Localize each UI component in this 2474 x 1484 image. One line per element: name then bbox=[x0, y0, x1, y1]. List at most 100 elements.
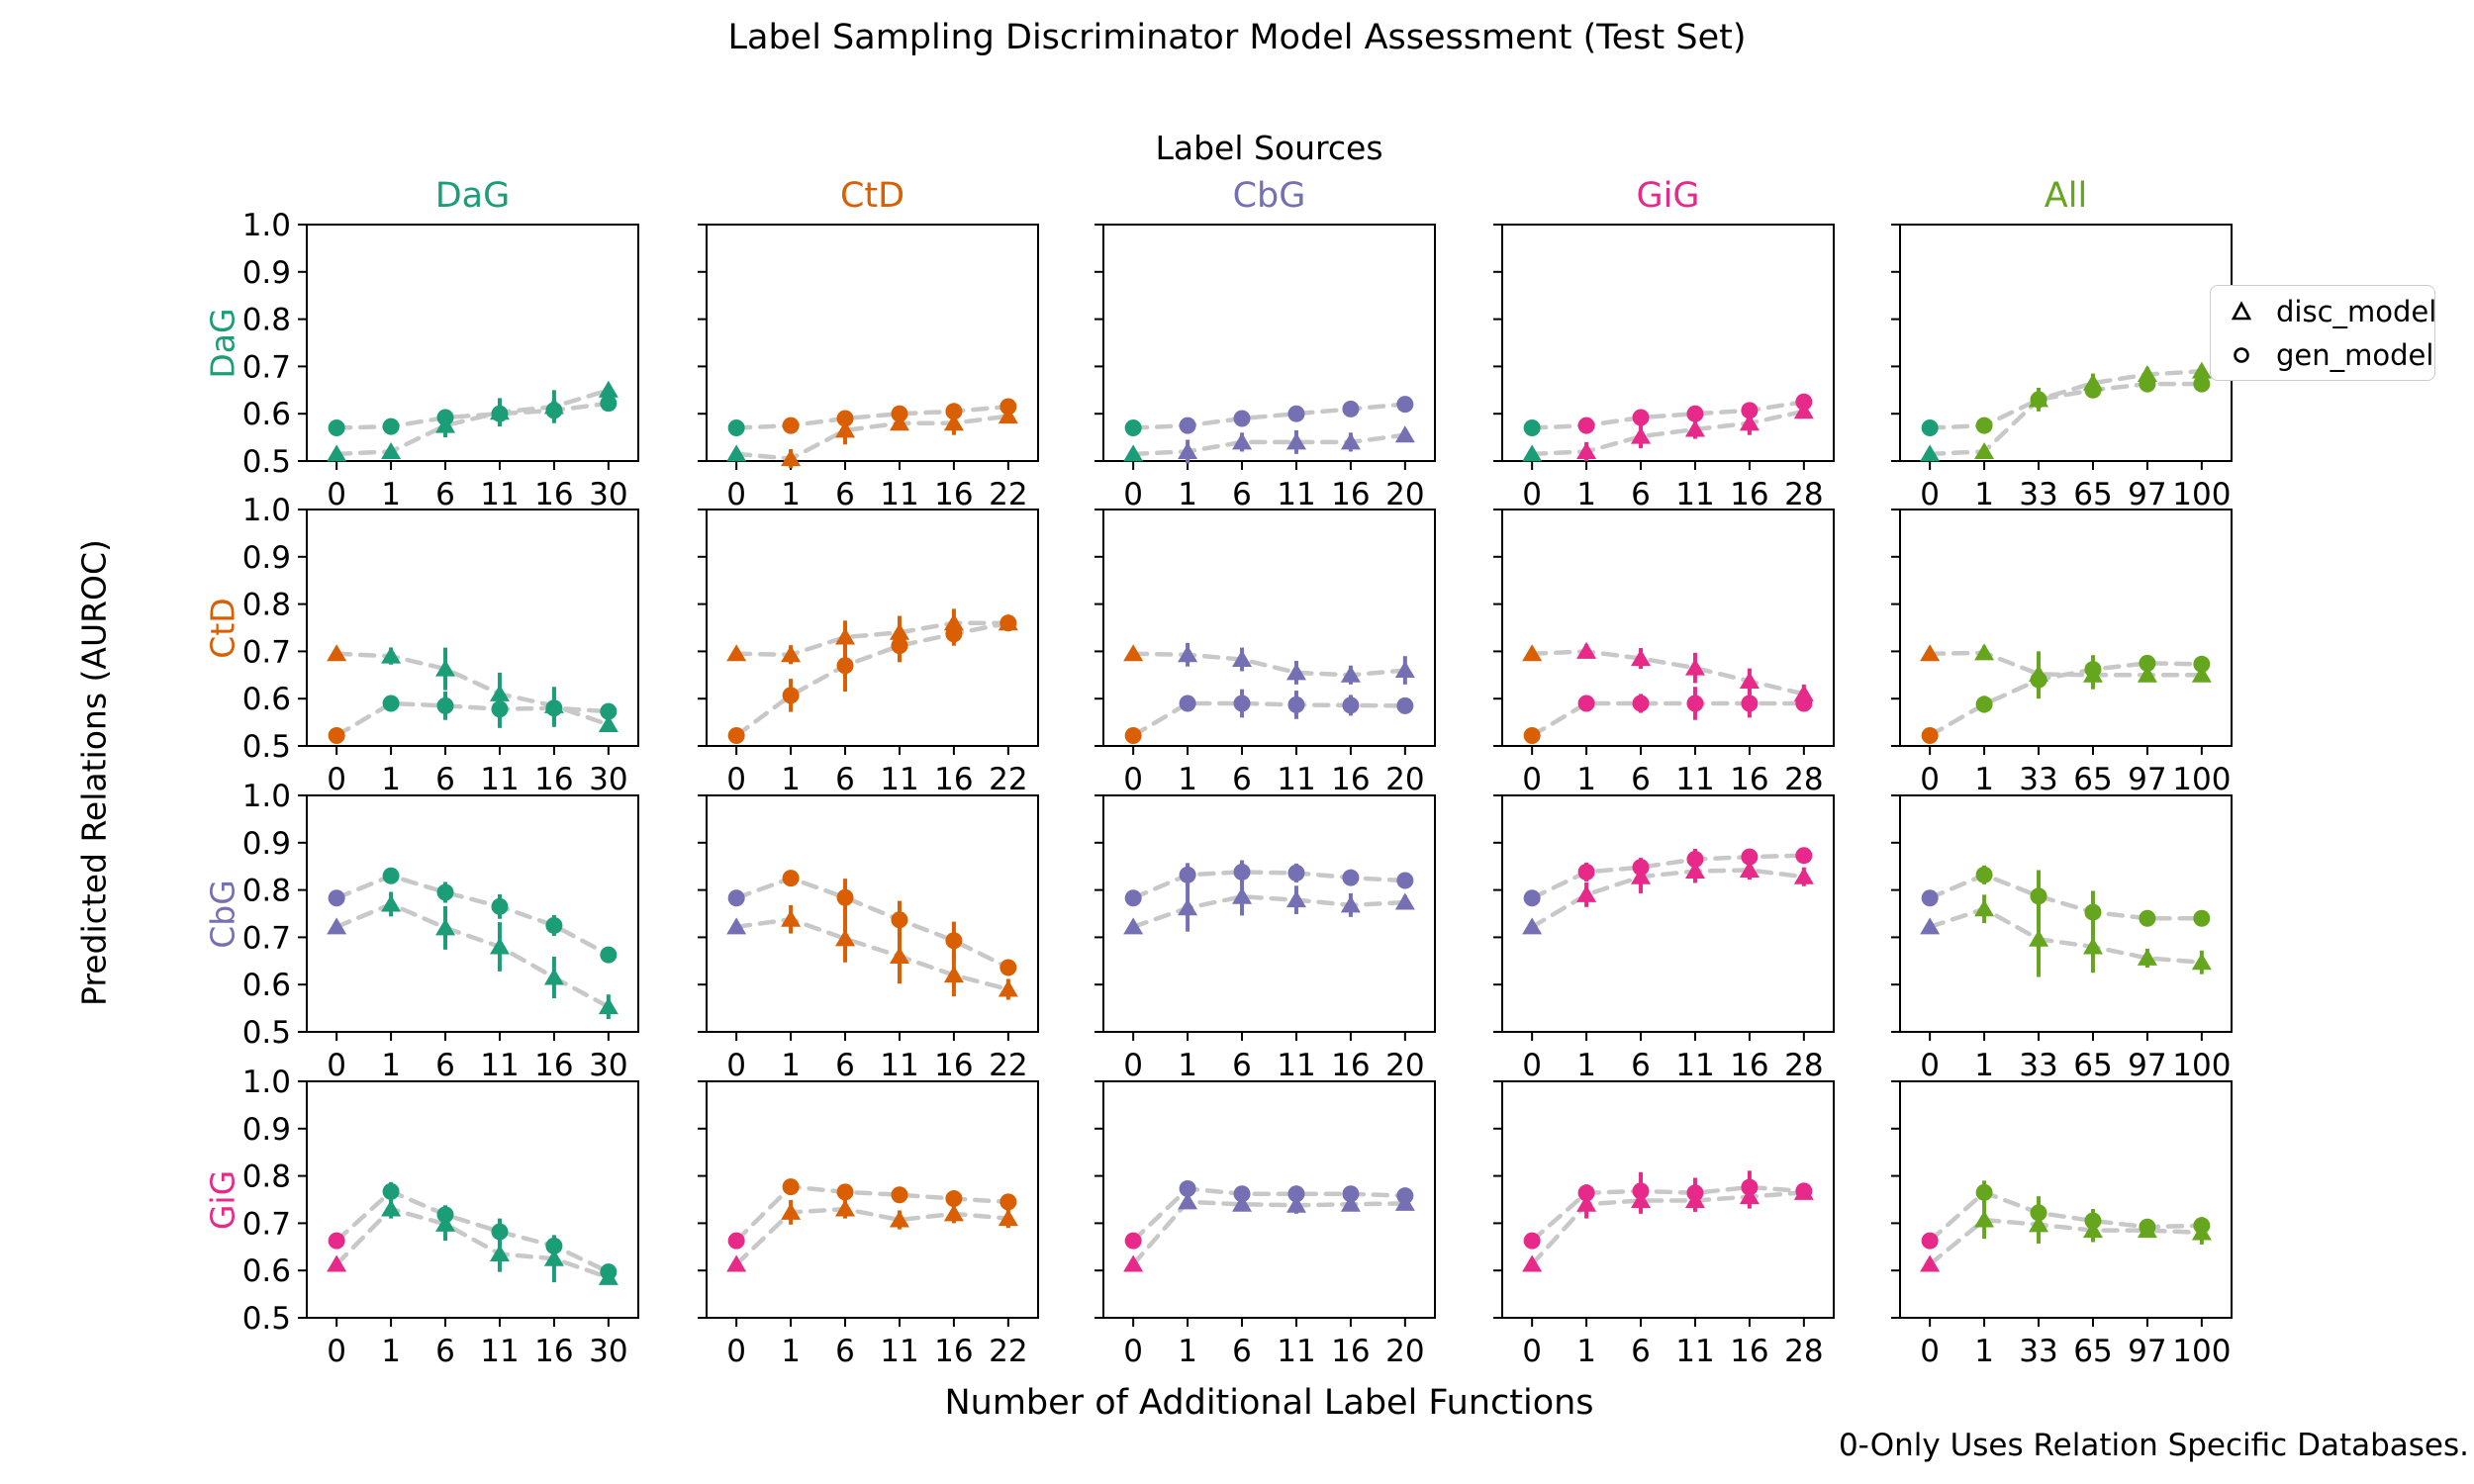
gen-model-point bbox=[836, 1183, 854, 1201]
gen-model-point bbox=[382, 695, 400, 712]
y-tick-label: 0.9 bbox=[242, 826, 291, 862]
subplot-DaG-CbG: 0 1 6 11 16 20 bbox=[1094, 224, 1436, 512]
gen-model-point bbox=[328, 1232, 345, 1250]
disc-model-point bbox=[943, 966, 964, 983]
disc-model-point bbox=[1920, 917, 1941, 935]
x-tick-label: 0 bbox=[327, 762, 346, 797]
subplot-CbG-All: 0 1 33 65 97 100 bbox=[1891, 794, 2233, 1083]
subplot-DaG-All: 0 1 33 65 97 100 bbox=[1891, 224, 2233, 512]
gen-model-point bbox=[600, 946, 618, 964]
disc-model-point bbox=[381, 441, 402, 459]
gen-model-point bbox=[545, 916, 563, 934]
disc-trend-line bbox=[333, 651, 612, 727]
x-tick-label: 97 bbox=[2128, 1048, 2166, 1083]
disc-model-point bbox=[1974, 441, 1995, 459]
disc-model-point bbox=[489, 937, 510, 955]
disc-model-point bbox=[2029, 929, 2049, 947]
disc-model-point bbox=[781, 449, 802, 467]
x-tick-label: 16 bbox=[1331, 477, 1370, 512]
column-header-GiG: GiG bbox=[1636, 176, 1700, 216]
x-tick-label: 16 bbox=[934, 1334, 973, 1369]
disc-model-point bbox=[2029, 390, 2049, 408]
disc-model-point bbox=[835, 627, 856, 645]
gen-model-point bbox=[1741, 695, 1759, 712]
x-tick-label: 0 bbox=[1123, 477, 1143, 512]
x-tick-label: 97 bbox=[2128, 1334, 2166, 1369]
gen-model-point bbox=[436, 883, 454, 901]
disc-model-point bbox=[1739, 672, 1760, 690]
gen-model-point bbox=[1396, 696, 1414, 714]
x-tick-label: 1 bbox=[381, 477, 401, 512]
gen-model-point bbox=[727, 726, 745, 744]
gen-model-point bbox=[382, 1182, 400, 1200]
x-tick-label: 30 bbox=[589, 762, 627, 797]
gen-model-point bbox=[600, 395, 618, 413]
gen-model-point bbox=[782, 417, 800, 434]
disc-model-point bbox=[1974, 643, 1995, 661]
x-tick-label: 16 bbox=[1331, 1334, 1370, 1369]
x-tick-label: 11 bbox=[1277, 1048, 1315, 1083]
subplot-CbG-CbG: 0 1 6 11 16 20 bbox=[1094, 794, 1436, 1083]
disc-model-point bbox=[1178, 1192, 1198, 1210]
disc-model-point bbox=[381, 646, 402, 664]
x-tick-label: 1 bbox=[381, 1048, 401, 1083]
y-tick-label: 0.9 bbox=[242, 1112, 291, 1148]
subplot-CtD-DaG: 1.00.90.80.70.60.50 1 6 11 16 30 bbox=[242, 496, 639, 797]
disc-model-point bbox=[2137, 1221, 2157, 1239]
x-tick-label: 6 bbox=[835, 1048, 855, 1083]
gen-model-point bbox=[1686, 695, 1704, 712]
x-tick-label: 0 bbox=[1123, 1048, 1143, 1083]
x-tick-label: 16 bbox=[1730, 1334, 1768, 1369]
gen-model-point bbox=[1396, 396, 1414, 414]
gen-model-point bbox=[1342, 1185, 1360, 1203]
y-axis-label-text: Predicted Relations (AUROC) bbox=[74, 539, 114, 1006]
x-tick-label: 0 bbox=[726, 1334, 746, 1369]
x-tick-label: 0 bbox=[327, 1048, 346, 1083]
disc-model-point bbox=[1178, 441, 1198, 459]
x-tick-label: 11 bbox=[480, 762, 519, 797]
disc-model-point bbox=[1123, 1254, 1144, 1272]
x-tick-label: 16 bbox=[934, 1048, 973, 1083]
gen-model-point bbox=[2139, 654, 2156, 672]
disc-trend-line bbox=[333, 901, 612, 1009]
gen-model-point bbox=[1577, 863, 1595, 881]
x-tick-label: 100 bbox=[2172, 1048, 2231, 1083]
disc-model-point bbox=[889, 414, 909, 431]
disc-model-point bbox=[435, 1214, 456, 1232]
gen-model-point bbox=[999, 959, 1017, 976]
gen-model-point bbox=[1342, 696, 1360, 714]
disc-model-point bbox=[726, 917, 747, 935]
x-tick-label: 11 bbox=[1277, 762, 1315, 797]
subplot-CtD-GiG: 0 1 6 11 16 28 bbox=[1493, 509, 1835, 797]
disc-model-point bbox=[1684, 861, 1705, 879]
x-tick-label: 11 bbox=[1675, 762, 1714, 797]
gen-model-point bbox=[1921, 1232, 1939, 1250]
disc-model-point bbox=[2029, 664, 2049, 682]
y-tick-label: 0.7 bbox=[242, 920, 291, 956]
column-header-DaG: DaG bbox=[434, 176, 511, 216]
gen-model-point bbox=[1921, 726, 1939, 744]
footnote: 0-Only Uses Relation Specific Databases. bbox=[1838, 1428, 2469, 1463]
disc-model-point bbox=[1522, 1254, 1543, 1272]
x-tick-label: 30 bbox=[589, 1334, 627, 1369]
legend: disc_model gen_model bbox=[2210, 285, 2437, 381]
x-tick-label: 6 bbox=[435, 1334, 455, 1369]
gen-model-point bbox=[1233, 410, 1251, 427]
subplot-CtD-All: 0 1 33 65 97 100 bbox=[1891, 509, 2233, 797]
subplot-CbG-GiG: 0 1 6 11 16 28 bbox=[1493, 794, 1835, 1083]
disc-model-point bbox=[1232, 886, 1253, 904]
disc-model-point bbox=[1739, 414, 1760, 431]
x-tick-label: 6 bbox=[835, 762, 855, 797]
x-tick-label: 11 bbox=[1675, 1334, 1714, 1369]
gen-model-point bbox=[1921, 889, 1939, 907]
disc-model-point bbox=[1394, 661, 1415, 679]
x-tick-label: 20 bbox=[1385, 1048, 1424, 1083]
disc-model-point bbox=[889, 947, 909, 965]
disc-model-point bbox=[889, 1210, 909, 1228]
disc-model-point bbox=[835, 420, 856, 438]
disc-trend-line bbox=[1130, 651, 1408, 678]
disc-trend-line bbox=[1927, 650, 2205, 678]
legend-item-label: disc_model bbox=[2276, 294, 2437, 328]
x-tick-label: 6 bbox=[1631, 1334, 1651, 1369]
disc-model-point bbox=[781, 645, 802, 663]
